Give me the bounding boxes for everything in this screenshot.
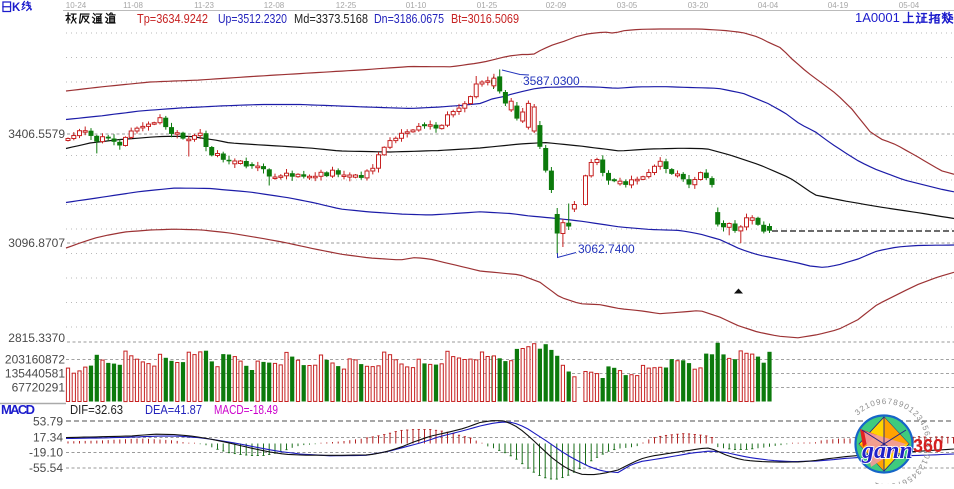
svg-text:03-05: 03-05	[617, 1, 638, 10]
svg-text:04-19: 04-19	[828, 1, 849, 10]
svg-text:-55.54: -55.54	[29, 461, 63, 475]
svg-text:DEA=41.87: DEA=41.87	[145, 402, 202, 417]
svg-text:3062.7400: 3062.7400	[578, 242, 635, 256]
svg-text:17.34: 17.34	[33, 431, 63, 445]
svg-text:203160872: 203160872	[5, 353, 65, 367]
svg-text:10-24: 10-24	[66, 1, 87, 10]
svg-text:gann: gann	[861, 438, 913, 464]
svg-text:11-23: 11-23	[194, 1, 214, 10]
svg-text:360: 360	[913, 436, 943, 456]
svg-text:-19.10: -19.10	[29, 446, 63, 460]
svg-text:MACD: MACD	[1, 402, 35, 417]
svg-text:11-08: 11-08	[123, 1, 143, 10]
svg-text:3587.0300: 3587.0300	[523, 74, 580, 88]
svg-text:04-04: 04-04	[758, 1, 779, 10]
svg-text:67720291: 67720291	[12, 381, 66, 395]
svg-text:Tp=3634.9242: Tp=3634.9242	[137, 11, 208, 26]
svg-text:3406.5579: 3406.5579	[8, 127, 65, 141]
svg-text:Dn=3186.0675: Dn=3186.0675	[374, 11, 444, 26]
svg-text:MACD=-18.49: MACD=-18.49	[214, 402, 278, 417]
svg-text:Md=3373.5168: Md=3373.5168	[294, 11, 368, 26]
svg-text:2815.3370: 2815.3370	[8, 331, 65, 345]
svg-text:01-25: 01-25	[477, 1, 498, 10]
svg-text:135440581: 135440581	[5, 367, 65, 381]
svg-text:1A0001: 1A0001	[855, 10, 900, 25]
svg-text:DIF=32.63: DIF=32.63	[70, 402, 123, 417]
svg-text:Up=3512.2320: Up=3512.2320	[218, 11, 287, 26]
svg-text:3096.8707: 3096.8707	[8, 236, 65, 250]
svg-text:Bt=3016.5069: Bt=3016.5069	[451, 11, 519, 26]
svg-text:12-25: 12-25	[336, 1, 357, 10]
svg-text:05-04: 05-04	[899, 1, 920, 10]
svg-text:03-20: 03-20	[688, 1, 709, 10]
svg-text:K: K	[12, 2, 21, 14]
svg-text:53.79: 53.79	[33, 414, 63, 428]
svg-text:01-10: 01-10	[406, 1, 427, 10]
svg-text:12-08: 12-08	[264, 1, 285, 10]
svg-text:02-09: 02-09	[546, 1, 567, 10]
